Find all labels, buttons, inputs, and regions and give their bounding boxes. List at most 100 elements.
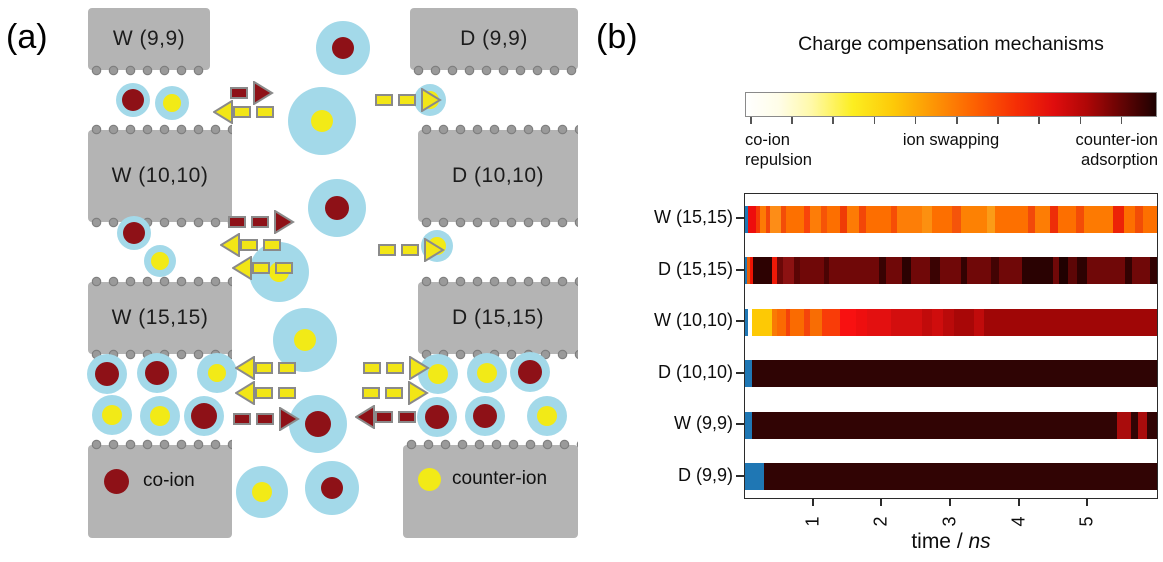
bar-segment xyxy=(1130,411,1138,439)
bar-segment xyxy=(749,257,754,284)
bar-segment xyxy=(764,463,1157,490)
nanotube-slab-w-10-10: W (10,10) xyxy=(88,124,232,228)
y-axis-tick xyxy=(736,320,744,322)
counter-ion xyxy=(163,94,181,112)
bar-segment xyxy=(930,257,940,284)
colorbar-tick xyxy=(914,117,917,124)
bar-segment xyxy=(1049,205,1059,233)
colorbar-gradient xyxy=(745,92,1157,117)
bar-segment xyxy=(809,308,822,336)
counter-ion xyxy=(208,364,226,382)
carbon-atoms-row xyxy=(403,439,578,450)
x-axis-tick xyxy=(811,498,814,506)
x-axis-label-unit: ns xyxy=(968,530,991,553)
y-axis-label-w-15-15: W (15,15) xyxy=(653,207,733,227)
co-ion xyxy=(145,361,169,385)
bar-segment xyxy=(1143,205,1157,233)
bar-segment xyxy=(804,205,810,233)
bar-segment xyxy=(776,308,787,336)
colorbar-label-ion-swapping: ion swapping xyxy=(902,131,1000,149)
carbon-atoms-row xyxy=(418,217,578,228)
bar-segment xyxy=(747,257,750,284)
carbon-atoms-row xyxy=(88,124,232,135)
bar-segment xyxy=(828,257,879,284)
bar-segment xyxy=(967,257,991,284)
bar-segment xyxy=(922,205,932,233)
y-axis-tick xyxy=(736,371,744,374)
counter-ion-hydration-shell xyxy=(273,308,337,372)
counter-ion-label: counter-ion xyxy=(452,468,548,489)
nanotube-label-d-9-9: D (9,9) xyxy=(460,27,528,50)
x-axis-tick xyxy=(949,498,951,506)
y-axis-tick xyxy=(736,217,744,219)
nanotube-label-w-9-9: W (9,9) xyxy=(112,27,186,50)
bar-segment xyxy=(809,205,821,233)
bar-segment xyxy=(885,257,902,284)
co-ion-hydration-shell xyxy=(316,21,370,75)
counter-ion-flux-arrow-left xyxy=(219,232,287,262)
co-ion xyxy=(95,362,119,386)
y-axis-tick xyxy=(736,474,744,477)
nanotube-slab-w-15-15: W (15,15) xyxy=(88,276,232,360)
bar-segment xyxy=(890,308,923,336)
counter-ion-hydration-shell xyxy=(418,354,458,394)
bar-segment xyxy=(1059,257,1068,284)
carbon-atoms-row xyxy=(418,276,578,287)
bar-segment xyxy=(901,257,912,284)
counter-ion-flux-arrow-left xyxy=(234,355,302,385)
bar-segment xyxy=(777,257,784,284)
co-ion-flux-arrow-right xyxy=(228,209,295,239)
counter-ion-icon xyxy=(418,467,441,491)
bar-segment xyxy=(1067,257,1078,284)
bar-segment xyxy=(865,205,891,233)
co-ion-hydration-shell xyxy=(137,353,177,393)
bar-segment xyxy=(867,308,891,336)
co-ion xyxy=(321,477,343,499)
bar-segment xyxy=(823,257,829,284)
bar-segment xyxy=(986,205,995,233)
counter-ion-hydration-shell xyxy=(467,353,507,393)
bar-segment xyxy=(769,205,781,233)
bar-segment xyxy=(745,308,748,336)
bar-segment xyxy=(1137,411,1148,439)
co-ion xyxy=(425,405,449,429)
bar-segment xyxy=(799,257,824,284)
bar-segment xyxy=(772,257,778,284)
bar-segment xyxy=(1117,411,1131,439)
colorbar-tick xyxy=(956,117,958,124)
bar-segment xyxy=(820,205,828,233)
counter-ion-flux-arrow-right xyxy=(378,237,445,267)
legend-counter-ion: counter-ion xyxy=(418,464,547,494)
nanotube-slab-legend-right xyxy=(403,439,578,538)
legend-co-ion: co-ion xyxy=(104,466,195,496)
bar-segment xyxy=(1147,411,1157,439)
y-axis-tick xyxy=(736,268,744,271)
co-ion xyxy=(518,360,542,384)
bar-segment xyxy=(1113,205,1125,233)
counter-ion-flux-arrow-left xyxy=(231,255,299,285)
panel-b-label: (b) xyxy=(596,18,638,56)
bar-segment xyxy=(897,205,923,233)
counter-ion xyxy=(428,364,448,384)
counter-ion-hydration-shell xyxy=(140,396,180,436)
bar-segment xyxy=(1027,205,1035,233)
nanotube-label-w-15-15: W (15,15) xyxy=(111,306,209,329)
co-ion-hydration-shell xyxy=(465,396,505,436)
nanotube-label-d-15-15: D (15,15) xyxy=(451,306,545,329)
bar-segment xyxy=(821,308,840,336)
co-ion-hydration-shell xyxy=(417,397,457,437)
counter-ion-flux-arrow-right xyxy=(363,355,430,385)
counter-ion xyxy=(150,406,170,426)
colorbar-tick xyxy=(1038,117,1040,124)
heatmap-bar-w-9-9 xyxy=(745,411,1157,439)
heatmap-bar-w-10-10 xyxy=(745,308,1157,336)
bar-segment xyxy=(745,463,765,490)
nanotube-slab-d-9-9: D (9,9) xyxy=(410,8,578,76)
bar-segment xyxy=(753,257,773,284)
nanotube-slab-d-15-15: D (15,15) xyxy=(418,276,578,360)
co-ion-flux-arrow-right xyxy=(233,406,300,436)
bar-segment xyxy=(931,308,943,336)
co-ion-hydration-shell xyxy=(87,354,127,394)
bar-segment xyxy=(786,205,805,233)
counter-ion xyxy=(537,406,557,426)
